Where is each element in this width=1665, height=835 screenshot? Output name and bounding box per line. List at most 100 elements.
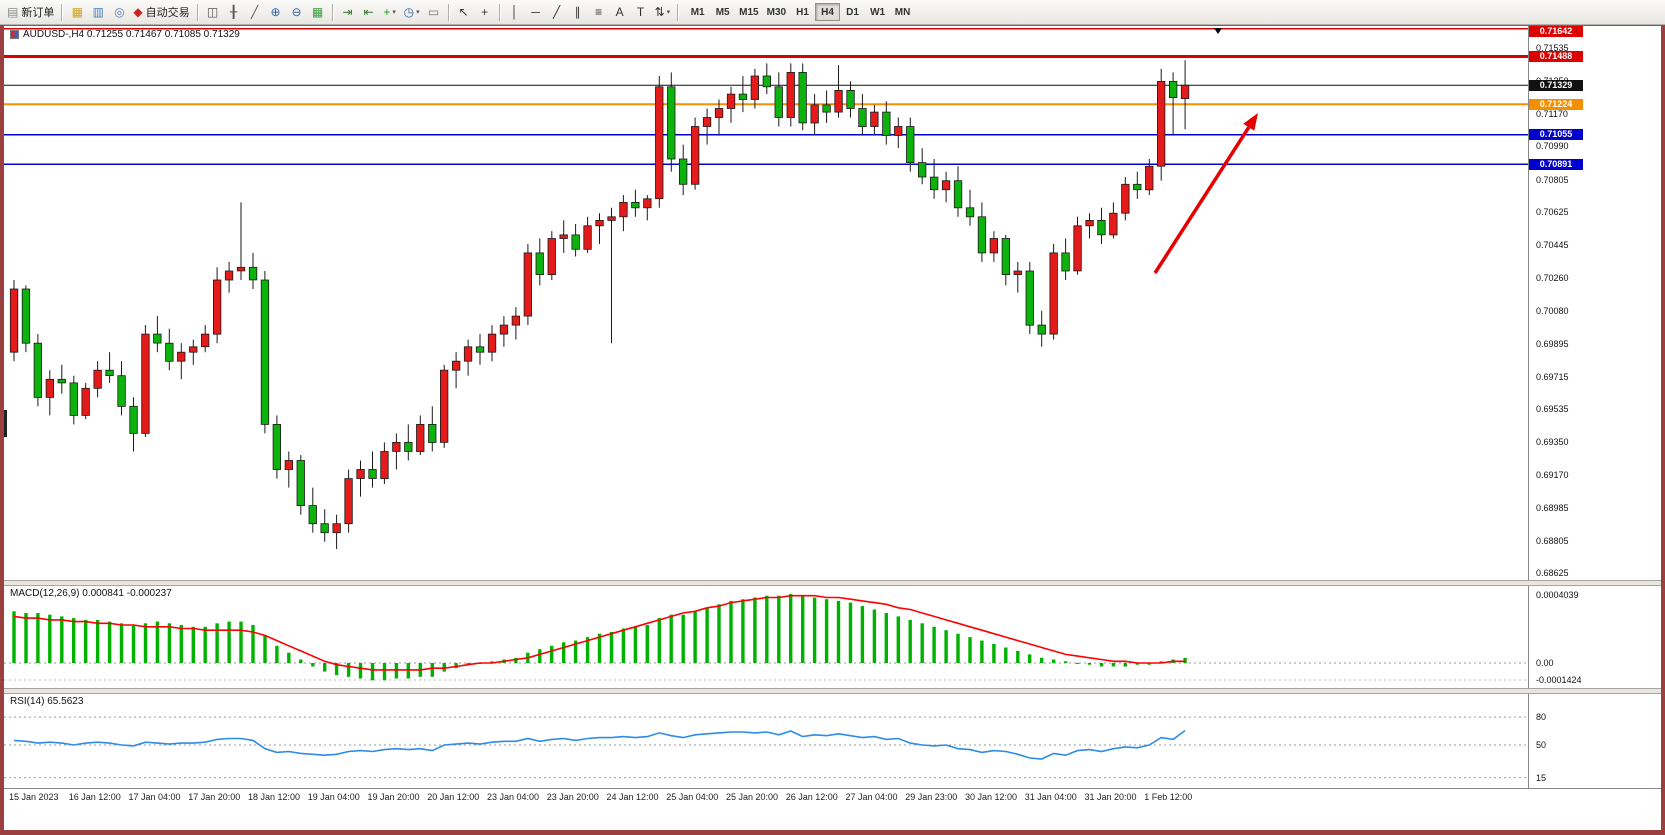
rsi-chart[interactable]: [4, 694, 1528, 788]
price-line-badge: 0.71224: [1529, 98, 1583, 110]
timeframe-m5[interactable]: M5: [710, 3, 735, 21]
candlestick-chart-icon[interactable]: ╂: [224, 2, 244, 22]
time-axis-label: 16 Jan 12:00: [68, 792, 121, 802]
price-tick: 0.70805: [1536, 174, 1569, 185]
main-chart-pane: AUDUSD-,H4 0.71255 0.71467 0.71085 0.713…: [4, 26, 1661, 580]
pane-splitter[interactable]: [4, 580, 1661, 586]
chart-template-icon[interactable]: ▭: [424, 2, 444, 22]
line-chart-icon: ╱: [250, 5, 259, 19]
time-axis-label: 19 Jan 04:00: [307, 792, 360, 802]
new-order-button-label: 新订单: [21, 7, 55, 19]
time-axis-label: 19 Jan 20:00: [367, 792, 420, 802]
timeframe-m15[interactable]: M15: [735, 3, 762, 21]
timeframe-h1[interactable]: H1: [790, 3, 815, 21]
navigator-icon: ◎: [114, 5, 125, 19]
rsi-label: RSI(14) 65.5623: [10, 696, 84, 707]
rsi-pane: RSI(14) 65.5623: [4, 694, 1661, 788]
chart-shift-icon[interactable]: ⇤: [359, 2, 379, 22]
zoom-in-icon[interactable]: ⊕: [266, 2, 286, 22]
macd-axis-label: -0.0001424: [1536, 675, 1582, 685]
auto-trading-button-label: 自动交易: [145, 7, 190, 19]
chevron-down-icon: ▾: [416, 9, 420, 16]
fibonacci-icon[interactable]: ≡: [589, 2, 609, 22]
price-tick: 0.70080: [1536, 305, 1569, 316]
auto-trading-button[interactable]: ◆ 自动交易: [130, 2, 192, 22]
auto-scroll-icon[interactable]: ⇥: [338, 2, 358, 22]
horizontal-line-icon[interactable]: ─: [526, 2, 546, 22]
zoom-in-icon: ⊕: [270, 5, 281, 19]
price-tick: 0.68625: [1536, 568, 1569, 579]
tile-windows-icon[interactable]: ▦: [308, 2, 328, 22]
price-tick: 0.69895: [1536, 339, 1569, 350]
timeframe-group: M1 M5 M15 M30 H1 H4 D1 W1 MN: [685, 3, 915, 21]
crosshair-icon[interactable]: +: [475, 2, 495, 22]
price-tick: 0.69715: [1536, 371, 1569, 382]
timeframe-h4[interactable]: H4: [815, 3, 841, 21]
chart-title-text: AUDUSD-,H4 0.71255 0.71467 0.71085 0.713…: [23, 29, 240, 40]
market-watch-icon[interactable]: ▥: [88, 2, 108, 22]
time-axis-label: 15 Jan 2023: [9, 792, 59, 802]
arrows-shapes-icon[interactable]: ⇅ ▾: [652, 2, 674, 22]
vertical-line-icon: │: [510, 5, 519, 19]
new-order-button: ▤: [7, 5, 19, 19]
candlestick-chart[interactable]: [4, 26, 1528, 580]
channel-icon[interactable]: ∥: [568, 2, 588, 22]
chevron-down-icon: ▾: [392, 9, 396, 16]
charts-profile-icon[interactable]: ▦: [67, 2, 87, 22]
cursor-icon[interactable]: ↖: [454, 2, 474, 22]
toolbar-separator: [331, 3, 334, 21]
time-axis-label: 25 Jan 20:00: [726, 792, 779, 802]
price-tick: 0.70990: [1536, 141, 1569, 152]
text-icon[interactable]: A: [610, 2, 630, 22]
price-line-badge: 0.71488: [1529, 51, 1583, 62]
arrows-shapes-icon: ⇅: [654, 5, 665, 19]
rsi-axis-label: 80: [1536, 712, 1547, 723]
time-axis-label: 25 Jan 04:00: [666, 792, 719, 802]
time-axis-label: 23 Jan 04:00: [487, 792, 540, 802]
trendline-icon[interactable]: ╱: [547, 2, 567, 22]
period-clock-icon: ◷: [403, 5, 415, 19]
text-icon: A: [615, 5, 624, 19]
period-clock-icon[interactable]: ◷ ▾: [401, 2, 423, 22]
chart-region: AUDUSD-,H4 0.71255 0.71467 0.71085 0.713…: [4, 25, 1661, 830]
navigator-icon[interactable]: ◎: [109, 2, 129, 22]
line-chart-icon[interactable]: ╱: [245, 2, 265, 22]
timeframe-m30[interactable]: M30: [763, 3, 790, 21]
cursor-icon: ↖: [458, 5, 469, 19]
vertical-line-icon[interactable]: │: [505, 2, 525, 22]
symbol-icon: [10, 30, 19, 39]
timeframe-m1[interactable]: M1: [685, 3, 710, 21]
zoom-out-icon: ⊖: [291, 5, 302, 19]
macd-pane: MACD(12,26,9) 0.000841 -0.000237: [4, 586, 1661, 688]
macd-chart[interactable]: [4, 586, 1528, 688]
time-axis-label: 20 Jan 12:00: [427, 792, 480, 802]
timeframe-w1[interactable]: W1: [865, 3, 890, 21]
zoom-out-icon[interactable]: ⊖: [287, 2, 307, 22]
time-axis-label: 17 Jan 04:00: [128, 792, 181, 802]
bar-chart-icon: ◫: [206, 5, 219, 19]
time-axis-label: 24 Jan 12:00: [606, 792, 659, 802]
timeframe-d1[interactable]: D1: [840, 3, 865, 21]
new-order-button[interactable]: ▤ 新订单: [4, 2, 57, 22]
current-price-badge: 0.71329: [1529, 79, 1583, 91]
bar-chart-icon[interactable]: ◫: [203, 2, 223, 22]
price-tick: 0.70625: [1536, 207, 1569, 218]
time-axis-label: 1 Feb 12:00: [1144, 792, 1193, 802]
time-axis[interactable]: 15 Jan 2023 16 Jan 12:00 17 Jan 04:00 17 Ja…: [4, 788, 1661, 807]
price-tick: 0.71535: [1536, 43, 1569, 54]
charts-profile-icon: ▦: [71, 5, 84, 19]
horizontal-line-icon: ─: [531, 5, 540, 19]
crosshair-icon: +: [481, 5, 489, 19]
new-indicator-icon: +: [383, 5, 391, 19]
price-axis[interactable]: 0.715350.713500.711700.709900.708050.706…: [1528, 26, 1661, 788]
price-tick: 0.69535: [1536, 404, 1569, 415]
auto-trading-button: ◆: [133, 5, 143, 19]
timeframe-mn[interactable]: MN: [890, 3, 915, 21]
pane-splitter[interactable]: [4, 688, 1661, 694]
candlestick-chart-icon: ╂: [229, 5, 238, 19]
market-watch-icon: ▥: [92, 5, 105, 19]
new-indicator-icon[interactable]: + ▾: [380, 2, 400, 22]
label-icon[interactable]: T: [631, 2, 651, 22]
macd-axis-label: 0.00: [1536, 658, 1554, 668]
price-tick: 0.68985: [1536, 503, 1569, 514]
